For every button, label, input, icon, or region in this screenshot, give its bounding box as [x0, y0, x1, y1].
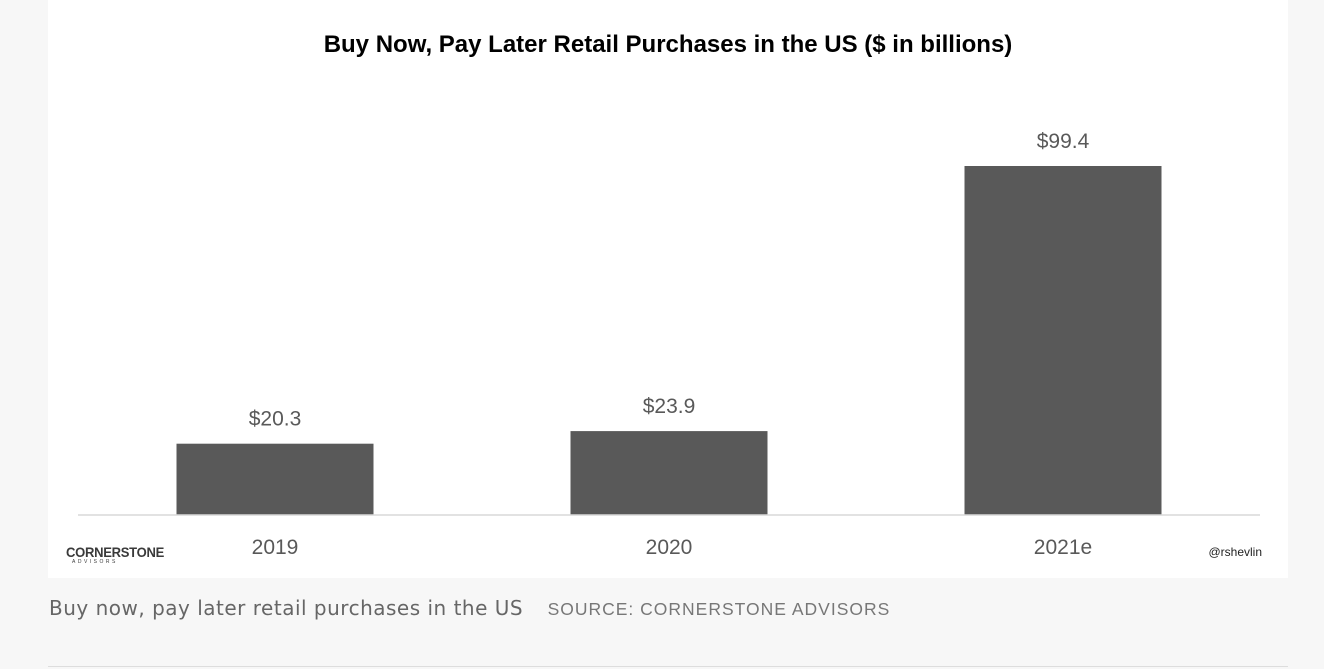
divider — [48, 666, 1288, 667]
author-handle: @rshevlin — [1208, 545, 1262, 559]
bars-layer: $20.3 2019 $23.9 2020 $99.4 2021e — [176, 130, 1162, 559]
logo-name: CORNERSTONE — [66, 544, 164, 560]
data-label-2019: $20.3 — [249, 408, 302, 431]
caption-text: Buy now, pay later retail purchases in t… — [49, 596, 524, 620]
bar-chart: Buy Now, Pay Later Retail Purchases in t… — [78, 31, 1260, 559]
x-tick-label-2019: 2019 — [252, 536, 299, 559]
bar-2020 — [570, 431, 768, 515]
logo-sub: ADVISORS — [72, 559, 118, 565]
cornerstone-logo: CORNERSTONE ADVISORS — [66, 545, 166, 565]
bar-2019 — [176, 443, 374, 515]
data-label-2020: $23.9 — [643, 395, 696, 418]
chart-figure: Buy Now, Pay Later Retail Purchases in t… — [48, 0, 1288, 578]
caption-source: SOURCE: CORNERSTONE ADVISORS — [547, 599, 891, 619]
x-tick-label-2021e: 2021e — [1034, 536, 1092, 559]
figure-caption: Buy now, pay later retail purchases in t… — [49, 596, 890, 620]
x-tick-label-2020: 2020 — [646, 536, 693, 559]
bar-2021e — [964, 166, 1162, 515]
chart-title: Buy Now, Pay Later Retail Purchases in t… — [324, 31, 1013, 58]
data-label-2021e: $99.4 — [1037, 130, 1090, 153]
